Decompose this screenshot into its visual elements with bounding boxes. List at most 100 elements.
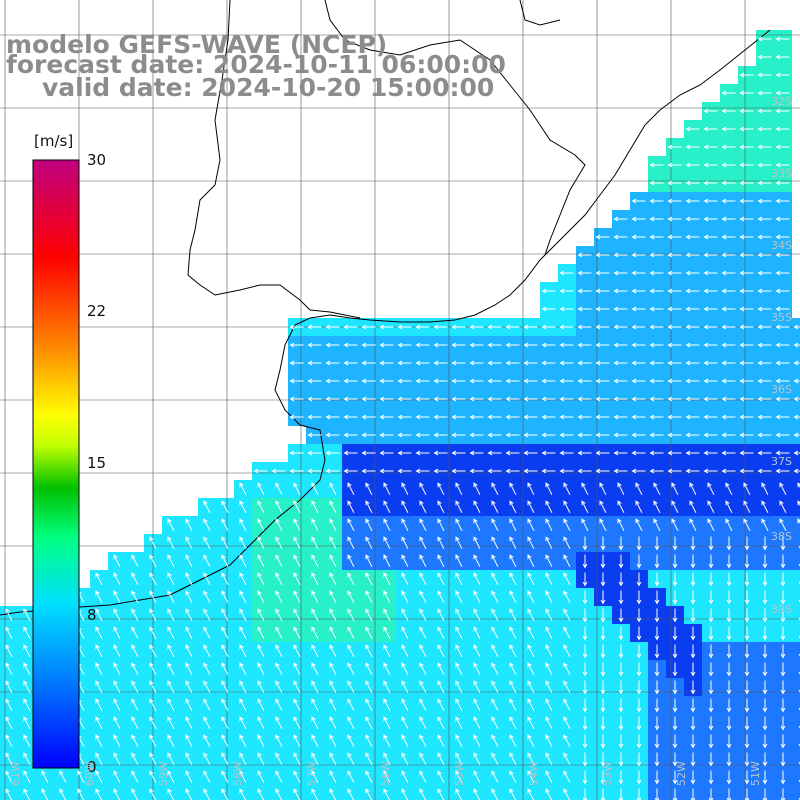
field-cell: [792, 498, 800, 516]
arrow-icon: [131, 662, 139, 676]
arrow-icon: [762, 662, 768, 677]
arrow-icon: [203, 788, 211, 800]
arrow-icon: [239, 698, 247, 712]
arrow-icon: [95, 770, 103, 784]
arrow-icon: [636, 770, 642, 785]
arrow-icon: [451, 396, 466, 402]
arrow-icon: [631, 270, 646, 276]
arrow-icon: [618, 626, 624, 641]
arrow-icon: [167, 626, 175, 640]
arrow-icon: [636, 572, 642, 587]
arrow-icon: [239, 554, 247, 568]
arrow-icon: [257, 770, 265, 784]
arrow-icon: [167, 608, 175, 622]
arrow-icon: [762, 680, 768, 695]
arrow-icon: [654, 752, 660, 767]
arrow-icon: [239, 590, 247, 604]
arrow-icon: [685, 252, 700, 258]
arrow-icon: [361, 468, 376, 474]
arrow-icon: [419, 572, 427, 586]
arrow-icon: [757, 234, 772, 240]
arrow-icon: [563, 680, 571, 694]
arrow-icon: [437, 572, 445, 586]
arrow-icon: [185, 788, 193, 800]
arrow-icon: [757, 108, 772, 114]
arrow-icon: [95, 680, 103, 694]
arrow-icon: [473, 716, 481, 730]
arrow-icon: [721, 270, 736, 276]
arrow-icon: [600, 626, 606, 641]
arrow-icon: [600, 608, 606, 623]
arrow-icon: [757, 144, 772, 150]
arrow-icon: [744, 608, 750, 623]
arrow-icon: [113, 734, 121, 748]
arrow-icon: [455, 662, 463, 676]
field-cell: [792, 768, 800, 786]
arrow-icon: [329, 770, 337, 784]
arrow-icon: [257, 626, 265, 640]
arrow-icon: [185, 626, 193, 640]
arrow-icon: [739, 324, 754, 330]
arrow-icon: [649, 342, 664, 348]
colorbar-gradient: [32, 159, 80, 769]
arrow-icon: [563, 518, 571, 532]
arrow-icon: [469, 432, 484, 438]
arrow-icon: [545, 518, 553, 532]
arrow-icon: [780, 554, 786, 569]
arrow-icon: [739, 432, 754, 438]
arrow-icon: [703, 450, 718, 456]
arrow-icon: [257, 572, 265, 586]
colorbar: [32, 159, 80, 769]
arrow-icon: [491, 536, 499, 550]
arrow-icon: [491, 716, 499, 730]
arrow-icon: [437, 518, 445, 532]
arrow-icon: [167, 518, 175, 532]
arrow-icon: [600, 554, 606, 569]
arrow-icon: [577, 414, 592, 420]
arrow-icon: [473, 500, 481, 514]
arrow-icon: [618, 662, 624, 677]
arrow-icon: [599, 518, 607, 532]
arrow-icon: [221, 752, 229, 766]
arrow-icon: [167, 590, 175, 604]
arrow-icon: [739, 270, 754, 276]
arrow-icon: [527, 626, 535, 640]
arrow-icon: [95, 788, 103, 800]
arrow-icon: [545, 482, 553, 496]
arrow-icon: [343, 324, 358, 330]
arrow-icon: [401, 770, 409, 784]
arrow-icon: [721, 288, 736, 294]
arrow-icon: [703, 252, 718, 258]
arrow-icon: [347, 644, 355, 658]
arrow-icon: [131, 626, 139, 640]
arrow-icon: [780, 770, 786, 785]
arrow-icon: [293, 716, 301, 730]
arrow-icon: [649, 378, 664, 384]
arrow-icon: [239, 500, 247, 514]
arrow-icon: [383, 500, 391, 514]
arrow-icon: [708, 554, 714, 569]
arrow-icon: [779, 518, 787, 532]
field-cell: [450, 786, 468, 800]
arrow-icon: [455, 518, 463, 532]
arrow-icon: [613, 324, 628, 330]
arrow-icon: [545, 536, 553, 550]
arrow-icon: [541, 450, 556, 456]
arrow-icon: [690, 572, 696, 587]
arrow-icon: [743, 500, 751, 514]
arrow-icon: [721, 306, 736, 312]
arrow-icon: [631, 414, 646, 420]
arrow-icon: [365, 752, 373, 766]
arrow-icon: [95, 698, 103, 712]
arrow-icon: [23, 788, 31, 800]
lon-label-53w: 53W: [601, 761, 614, 786]
arrow-icon: [419, 590, 427, 604]
arrow-icon: [721, 396, 736, 402]
arrow-icon: [654, 770, 660, 785]
arrow-icon: [685, 198, 700, 204]
arrow-icon: [455, 734, 463, 748]
arrow-icon: [654, 536, 660, 551]
arrow-icon: [131, 788, 139, 800]
arrow-icon: [473, 554, 481, 568]
arrow-icon: [203, 518, 211, 532]
